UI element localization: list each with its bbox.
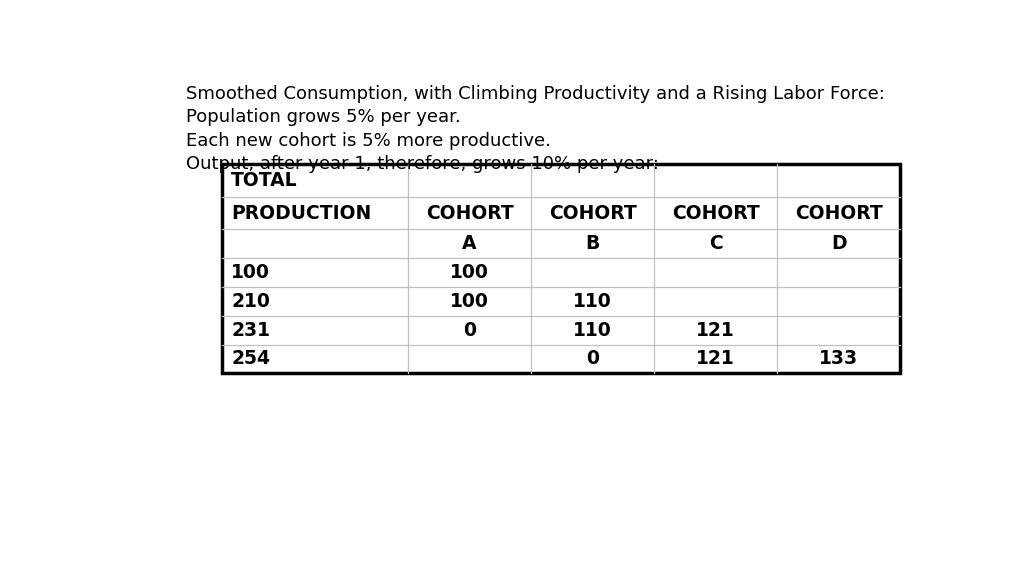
- Text: 100: 100: [451, 263, 489, 282]
- Text: 254: 254: [231, 350, 270, 369]
- Text: COHORT: COHORT: [426, 203, 513, 222]
- Text: 110: 110: [573, 292, 612, 311]
- Text: COHORT: COHORT: [549, 203, 637, 222]
- Text: D: D: [830, 234, 847, 253]
- Text: Each new cohort is 5% more productive.: Each new cohort is 5% more productive.: [186, 132, 551, 150]
- Text: PRODUCTION: PRODUCTION: [231, 203, 372, 222]
- Text: 0: 0: [586, 350, 599, 369]
- Text: Output, after year 1, therefore, grows 10% per year:: Output, after year 1, therefore, grows 1…: [186, 155, 658, 173]
- Text: 100: 100: [231, 263, 270, 282]
- Text: C: C: [709, 234, 723, 253]
- Text: 210: 210: [231, 292, 270, 311]
- Text: A: A: [463, 234, 477, 253]
- Text: 121: 121: [696, 350, 735, 369]
- Text: 133: 133: [819, 350, 858, 369]
- Text: 121: 121: [696, 321, 735, 340]
- Text: 100: 100: [451, 292, 489, 311]
- Text: 110: 110: [573, 321, 612, 340]
- Text: Population grows 5% per year.: Population grows 5% per year.: [186, 108, 461, 126]
- Text: TOTAL: TOTAL: [231, 171, 298, 190]
- Text: B: B: [586, 234, 600, 253]
- Text: COHORT: COHORT: [672, 203, 760, 222]
- Text: COHORT: COHORT: [795, 203, 883, 222]
- Text: 0: 0: [463, 321, 476, 340]
- Text: Smoothed Consumption, with Climbing Productivity and a Rising Labor Force:: Smoothed Consumption, with Climbing Prod…: [186, 85, 885, 103]
- Text: 231: 231: [231, 321, 270, 340]
